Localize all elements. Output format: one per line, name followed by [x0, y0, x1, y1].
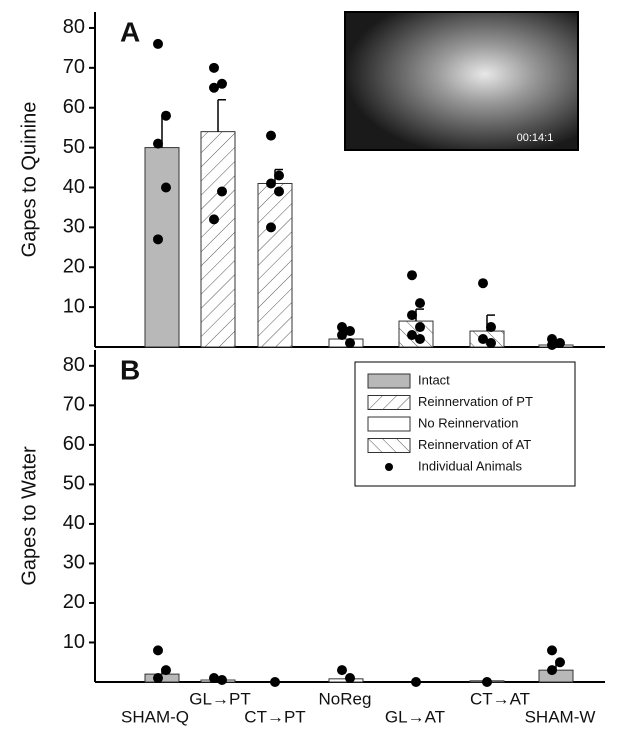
animal-point [161, 665, 171, 676]
animal-point [274, 170, 284, 181]
animal-point [217, 186, 227, 197]
animal-point [161, 110, 171, 121]
legend-swatch [367, 395, 411, 410]
legend-label: Reinnervation of PT [418, 394, 533, 409]
panel-label: B [120, 354, 140, 385]
animal-point [274, 186, 284, 197]
animal-point [153, 673, 163, 684]
y-tick-label: 70 [63, 394, 85, 416]
animal-point [415, 334, 425, 345]
animal-point [266, 222, 276, 233]
y-tick-label: 50 [63, 473, 85, 495]
y-axis-label: Gapes to Quinine [18, 102, 40, 258]
animal-point [486, 338, 496, 349]
x-tick-label: GL→PT [189, 689, 250, 708]
animal-point [209, 214, 219, 225]
y-tick-label: 20 [63, 256, 85, 278]
animal-point [555, 338, 565, 349]
animal-point [209, 62, 219, 73]
animal-point [153, 645, 163, 656]
y-tick-label: 50 [63, 136, 85, 158]
inset-timestamp: 00:14:1 [517, 132, 554, 144]
legend-swatch [367, 416, 411, 432]
animal-point [153, 38, 163, 49]
animal-point [153, 234, 163, 245]
x-tick-label: GL→AT [385, 707, 445, 726]
bar [144, 147, 180, 348]
x-tick-label: CT→AT [470, 689, 530, 708]
animal-point [217, 78, 227, 89]
animal-point [161, 182, 171, 193]
animal-point [407, 310, 417, 321]
y-tick-label: 40 [63, 512, 85, 534]
animal-point [266, 130, 276, 141]
legend-swatch [367, 438, 411, 453]
x-tick-label: CT→PT [244, 707, 305, 726]
y-tick-label: 80 [63, 16, 85, 38]
y-tick-label: 10 [63, 631, 85, 653]
y-tick-label: 60 [63, 96, 85, 118]
animal-point [555, 657, 565, 668]
legend-label: No Reinnervation [418, 415, 518, 430]
animal-point [337, 322, 347, 333]
x-tick-label: NoReg [319, 689, 372, 708]
animal-point [209, 673, 219, 684]
bar [200, 131, 236, 348]
animal-point [407, 270, 417, 281]
y-tick-label: 20 [63, 591, 85, 613]
animal-point [482, 677, 492, 687]
animal-point [486, 322, 496, 333]
animal-point [266, 178, 276, 189]
animal-point [345, 338, 355, 349]
animal-point [345, 673, 355, 684]
animal-point [415, 298, 425, 309]
y-tick-label: 70 [63, 56, 85, 78]
animal-point [270, 677, 280, 687]
legend-label: Reinnervation of AT [418, 437, 531, 452]
animal-point [345, 326, 355, 337]
animal-point [547, 340, 557, 351]
bar [257, 182, 293, 348]
x-tick-label: SHAM-W [525, 707, 596, 726]
y-tick-label: 40 [63, 176, 85, 198]
y-tick-label: 60 [63, 433, 85, 455]
legend-label: Individual Animals [418, 458, 523, 473]
animal-point [478, 334, 488, 345]
x-tick-label: SHAM-Q [121, 707, 189, 726]
animal-point [407, 330, 417, 341]
y-tick-label: 30 [63, 216, 85, 238]
y-axis-label: Gapes to Water [18, 446, 40, 586]
animal-point [153, 138, 163, 149]
y-tick-label: 10 [63, 295, 85, 317]
panel-label: A [120, 16, 140, 47]
animal-point [217, 675, 227, 686]
legend-swatch [385, 463, 393, 471]
y-tick-label: 80 [63, 354, 85, 376]
legend-label: Intact [418, 372, 450, 387]
animal-point [337, 330, 347, 341]
animal-point [547, 665, 557, 676]
animal-point [415, 322, 425, 333]
animal-point [209, 82, 219, 93]
inset-photo [344, 11, 579, 151]
animal-point [411, 677, 421, 687]
animal-point [478, 278, 488, 289]
animal-point [337, 665, 347, 676]
legend-swatch [367, 373, 411, 389]
animal-point [547, 645, 557, 656]
y-tick-label: 30 [63, 552, 85, 574]
